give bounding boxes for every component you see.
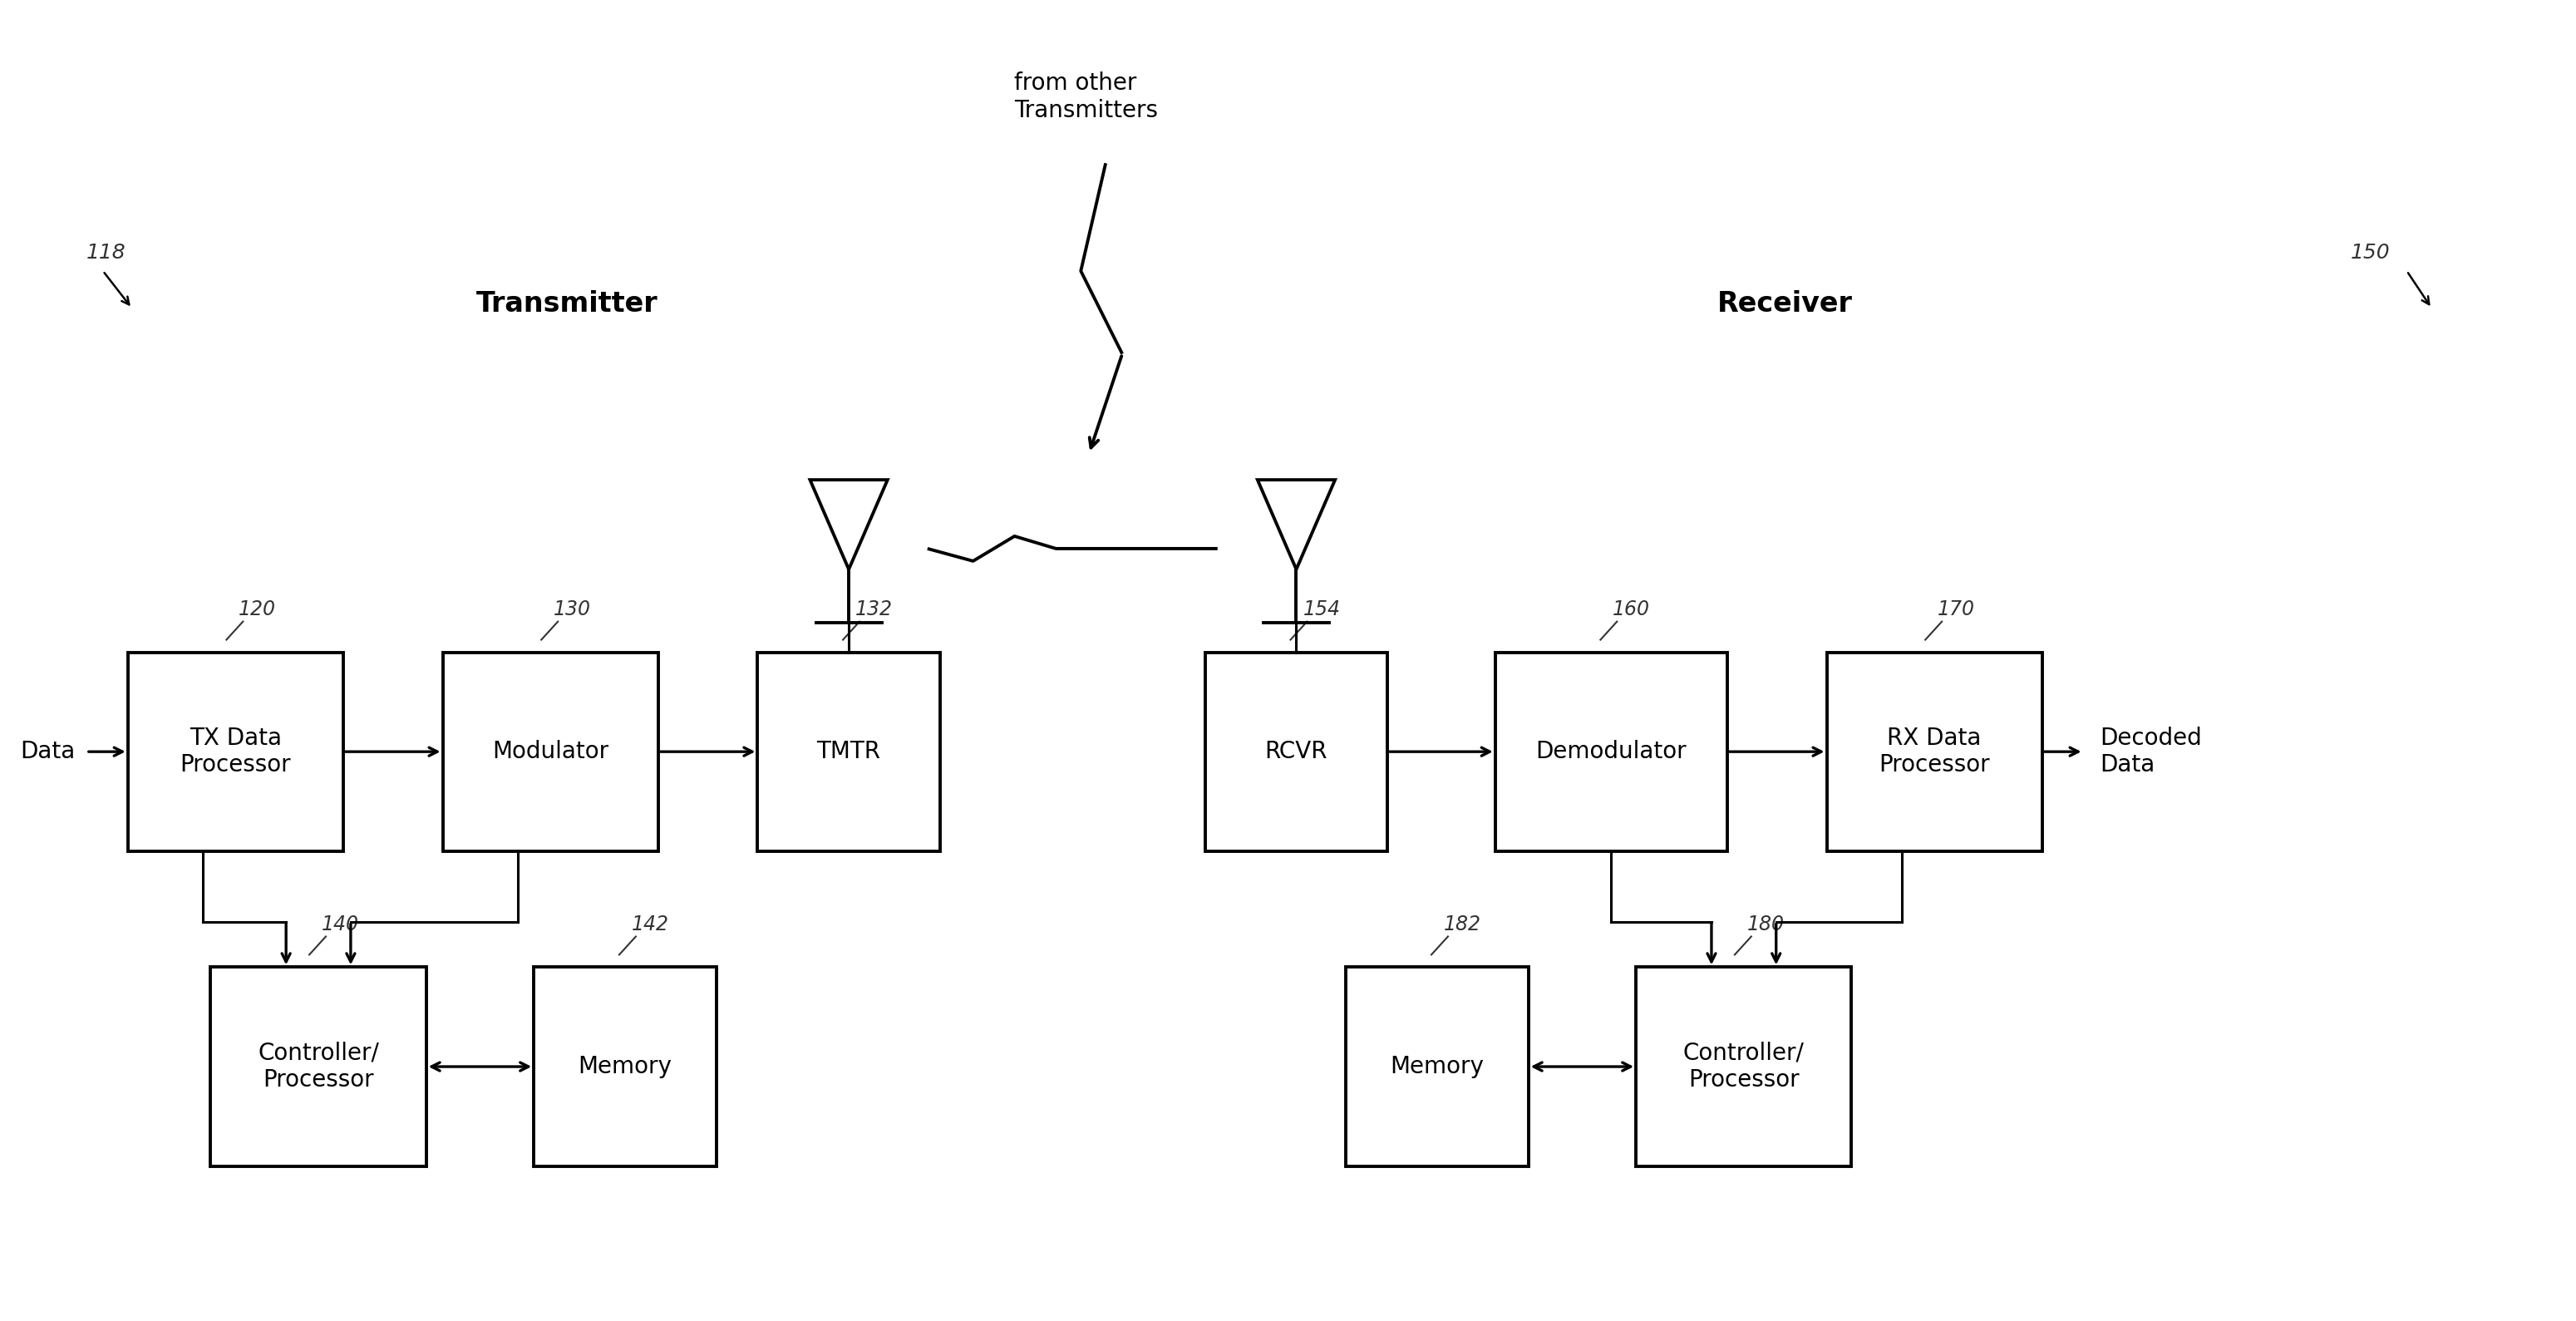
Text: 150: 150 — [2352, 243, 2391, 263]
Text: 182: 182 — [1443, 914, 1481, 934]
Bar — [1826, 653, 2043, 851]
Text: Memory: Memory — [1391, 1055, 1484, 1078]
Text: 140: 140 — [322, 914, 358, 934]
Text: TX Data
Processor: TX Data Processor — [180, 727, 291, 777]
Text: 130: 130 — [554, 600, 590, 620]
Text: Controller/
Processor: Controller/ Processor — [258, 1041, 379, 1091]
Text: Modulator: Modulator — [492, 740, 608, 764]
Text: Demodulator: Demodulator — [1535, 740, 1687, 764]
Text: 160: 160 — [1613, 600, 1651, 620]
Text: Transmitter: Transmitter — [477, 291, 657, 318]
Text: 132: 132 — [855, 600, 894, 620]
Bar — [1206, 653, 1388, 851]
Text: Data: Data — [21, 740, 75, 764]
Text: 154: 154 — [1303, 600, 1340, 620]
Text: 180: 180 — [1747, 914, 1785, 934]
Bar — [443, 653, 657, 851]
Bar — [129, 653, 343, 851]
Text: RX Data
Processor: RX Data Processor — [1878, 727, 1989, 777]
Text: from other
Transmitters: from other Transmitters — [1015, 71, 1159, 122]
Bar — [757, 653, 940, 851]
Text: 120: 120 — [240, 600, 276, 620]
Bar — [1494, 653, 1728, 851]
Text: Receiver: Receiver — [1718, 291, 1852, 318]
Bar — [533, 967, 716, 1166]
Text: Memory: Memory — [577, 1055, 672, 1078]
Bar — [211, 967, 425, 1166]
Bar — [1347, 967, 1528, 1166]
Text: 142: 142 — [631, 914, 670, 934]
Bar — [1636, 967, 1852, 1166]
Text: 118: 118 — [88, 243, 126, 263]
Text: 170: 170 — [1937, 600, 1976, 620]
Text: TMTR: TMTR — [817, 740, 881, 764]
Text: Controller/
Processor: Controller/ Processor — [1682, 1041, 1803, 1091]
Text: RCVR: RCVR — [1265, 740, 1327, 764]
Text: Decoded
Data: Decoded Data — [2099, 727, 2202, 777]
